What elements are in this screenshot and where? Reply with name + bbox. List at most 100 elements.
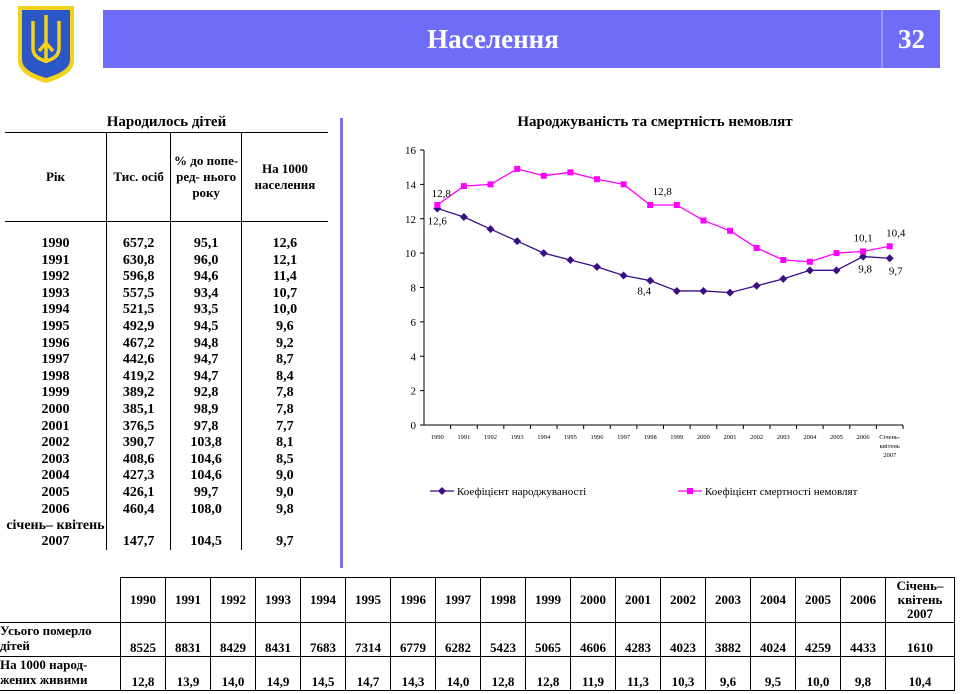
data-point (487, 181, 494, 188)
legend-marker (687, 488, 693, 494)
table-cell: 1993 (41, 285, 70, 301)
page-number: 32 (898, 24, 925, 54)
table-cell: 7,8 (240, 385, 328, 402)
table-cell: 108,0 (170, 501, 242, 519)
x-tick-label: 2004 (803, 434, 817, 441)
data-point (567, 169, 574, 176)
data-point (486, 225, 495, 234)
table-cell: 7683 (300, 622, 346, 657)
y-tick-label: 16 (405, 145, 417, 157)
table-row: На 1000 народ- жених живими 12,8 13,9 14,0 1… (0, 656, 955, 691)
data-point (886, 243, 893, 250)
x-tick-label: 2003 (777, 434, 790, 441)
table-row: 2003 408,6 104,6 8,5 (5, 451, 328, 469)
series-line (437, 207, 890, 294)
data-point (566, 256, 575, 264)
table-cell: 376,5 (105, 418, 171, 436)
table-cell: 2003 (41, 451, 70, 467)
data-point (726, 288, 735, 297)
table-cell: січень– квітень 2007 (6, 518, 105, 550)
data-label: 9,8 (858, 264, 872, 276)
table-cell: 427,3 (105, 468, 171, 485)
table-cell: 14,5 (300, 656, 346, 691)
table-cell: 12,8 (120, 656, 166, 691)
table-cell: 13,9 (165, 656, 211, 691)
x-tick-label: 1998 (644, 434, 657, 441)
data-point (434, 202, 441, 208)
header-divider (881, 10, 883, 68)
table-cell: 104,6 (170, 468, 242, 485)
data-point (779, 274, 788, 283)
data-label: 9,7 (889, 265, 903, 277)
legend-label: Коефіцієнт смертності немовлят (705, 486, 858, 498)
table-cell: 11,9 (570, 656, 616, 691)
table-row: 2004 427,3 104,6 9,0 (5, 468, 328, 485)
column-header: 2003 (705, 577, 751, 623)
table-cell: 2005 (41, 484, 70, 500)
births-table: Рік Тис. осіб% до попе- ред- нього року На… (5, 132, 328, 551)
y-tick-label: 0 (411, 420, 417, 432)
table-cell: 9,7 (240, 518, 328, 551)
table-cell: 408,6 (105, 451, 171, 469)
table-cell: 7314 (345, 622, 391, 657)
data-point (672, 286, 681, 295)
column-header: 2002 (660, 577, 706, 623)
legend-label: Коефіцієнт народжуваності (457, 486, 586, 498)
left-table-title: Народилось дітей (106, 114, 227, 130)
table-cell: 104,6 (170, 451, 242, 469)
infant-deaths-table: 1990 1991 1992 1993 1994 1995 1996 1997 1998 1999… (0, 577, 955, 691)
table-cell: 389,2 (105, 385, 171, 402)
table-cell: 9,8 (840, 656, 886, 691)
table-cell: 9,2 (240, 335, 328, 353)
table-cell: 2001 (41, 418, 70, 434)
table-cell: 7,7 (240, 418, 328, 436)
x-tick-label: 1990 (431, 434, 444, 441)
data-point (619, 271, 628, 280)
data-label: 12,8 (653, 186, 673, 198)
table-cell: 10,7 (240, 285, 328, 303)
table-cell: 1996 (41, 335, 70, 351)
data-point (593, 176, 600, 183)
table-row: 2006 460,4 108,0 9,8 (5, 501, 328, 519)
table-cell: 521,5 (105, 302, 171, 319)
column-header: 1991 (165, 577, 211, 623)
table-cell: 1994 (41, 302, 70, 318)
table-cell: 7,8 (240, 401, 328, 419)
table-cell: 103,8 (170, 435, 242, 452)
data-label: 10,4 (886, 227, 906, 239)
data-point (647, 202, 654, 208)
column-header: 1997 (435, 577, 481, 623)
legend-marker (438, 487, 446, 495)
data-label: 10,1 (853, 232, 872, 244)
row-label: Усього померло дітей (0, 622, 121, 657)
table-cell: 4283 (615, 622, 661, 657)
trident-coat-of-arms-icon (18, 6, 74, 83)
data-point (699, 286, 708, 295)
data-point (832, 266, 841, 275)
data-point (539, 249, 548, 258)
table-cell: 426,1 (105, 484, 171, 502)
data-point (806, 258, 813, 265)
data-point (700, 217, 707, 224)
table-cell: 419,2 (105, 368, 171, 386)
table-cell: 492,9 (105, 318, 171, 336)
table-cell: 2002 (41, 435, 70, 451)
table-row: 1995 492,9 94,5 9,6 (5, 318, 328, 336)
data-point (540, 172, 547, 179)
chart-title: Народжуваність та смертність немовлят (517, 114, 793, 130)
table-cell: 596,8 (105, 269, 171, 286)
data-point (805, 266, 814, 275)
table-cell: 5065 (525, 622, 571, 657)
table-cell: 14,0 (435, 656, 481, 691)
empty-cell (0, 577, 121, 623)
table-cell: 10,0 (795, 656, 841, 691)
table-cell: 8,4 (240, 368, 328, 386)
table-cell: 9,0 (240, 468, 328, 485)
table-cell: 14,9 (255, 656, 301, 691)
column-header: 1999 (525, 577, 571, 623)
x-tick-label: Січень-квітень 2007 (879, 434, 900, 459)
table-cell: 147,7 (105, 518, 171, 551)
table-row: 1990 657,2 95,1 12,6 (5, 221, 328, 253)
table-cell: 9,6 (705, 656, 751, 691)
table-cell: 99,7 (170, 484, 242, 502)
